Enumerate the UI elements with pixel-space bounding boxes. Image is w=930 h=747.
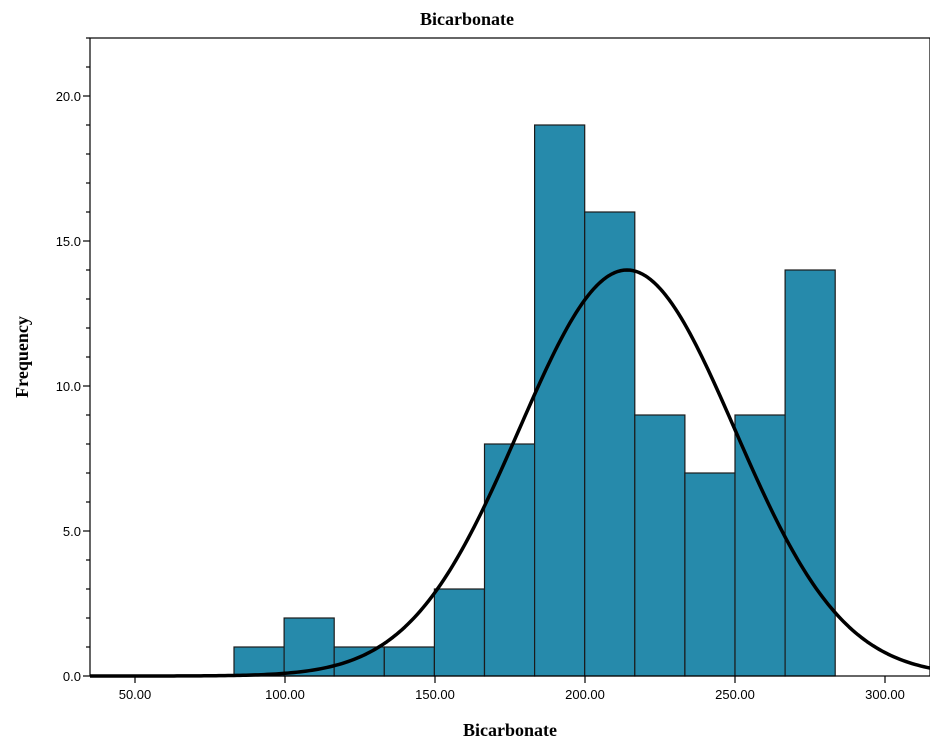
y-axis-label: Frequency — [12, 316, 32, 398]
x-axis-ticks: 50.00 100.00 150.00 200.00 250.00 300.00 — [119, 676, 905, 702]
histogram-bar — [333, 646, 385, 677]
histogram-bar — [584, 211, 636, 677]
histogram-bar — [483, 443, 536, 677]
y-tick-label: 0.0 — [63, 669, 81, 684]
bars-group — [233, 124, 836, 677]
x-tick-label: 50.00 — [119, 687, 152, 702]
histogram-bar — [734, 414, 786, 677]
y-tick-label: 10.0 — [56, 379, 81, 394]
histogram-bar — [433, 588, 486, 677]
y-axis-ticks: 0.0 5.0 10.0 15.0 20.0 — [56, 37, 90, 684]
histogram-bar — [684, 472, 736, 677]
y-tick-label: 20.0 — [56, 89, 81, 104]
x-tick-label: 200.00 — [565, 687, 605, 702]
histogram-bar — [533, 124, 586, 677]
x-axis-label: Bicarbonate — [463, 720, 557, 740]
x-tick-label: 300.00 — [865, 687, 905, 702]
x-tick-label: 150.00 — [415, 687, 455, 702]
histogram-bar — [233, 646, 285, 677]
chart-title: Bicarbonate — [420, 9, 514, 29]
histogram-bar — [383, 646, 435, 677]
y-tick-label: 5.0 — [63, 524, 81, 539]
histogram-bar — [784, 269, 836, 677]
x-tick-label: 250.00 — [715, 687, 755, 702]
y-tick-label: 15.0 — [56, 234, 81, 249]
histogram-bar — [634, 414, 686, 677]
x-tick-label: 100.00 — [265, 687, 305, 702]
